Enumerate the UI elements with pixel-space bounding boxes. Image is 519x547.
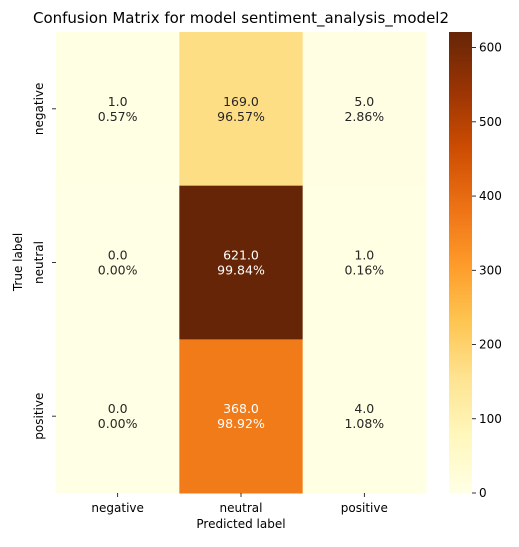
cell-count-label: 1.0 [108,94,128,109]
heatmap-cell [179,339,304,494]
y-axis-label: True label [11,233,25,292]
y-tick-label: neutral [32,241,46,284]
colorbar-tick-label: 300 [479,263,502,277]
cell-percent-label: 0.57% [98,109,138,124]
colorbar-gradient [449,32,472,493]
cell-count-label: 0.0 [108,248,128,263]
heatmap-cells [56,32,427,494]
cell-percent-label: 0.00% [98,416,138,431]
y-tick-label: negative [32,83,46,135]
cell-percent-label: 99.84% [217,263,265,278]
cell-count-label: 4.0 [354,401,374,416]
x-axis: negative neutral positive [91,493,388,515]
cell-percent-label: 0.16% [344,263,384,278]
colorbar: 0 100 200 300 400 500 600 [449,32,502,500]
heatmap-cell [302,185,427,340]
colorbar-tick-label: 100 [479,412,502,426]
colorbar-tick-label: 0 [479,486,487,500]
y-tick-label: positive [32,393,46,440]
colorbar-tick-label: 200 [479,338,502,352]
heatmap-cell [179,185,304,340]
x-tick-label: positive [341,501,388,515]
cell-count-label: 621.0 [223,248,259,263]
cell-annotations: 1.00.57%169.096.57%5.02.86%0.00.00%621.0… [98,94,384,431]
x-tick-label: neutral [220,501,263,515]
heatmap-cell [302,339,427,494]
colorbar-tick-label: 600 [479,41,502,55]
cell-count-label: 1.0 [354,248,374,263]
x-tick-label: negative [91,501,143,515]
cell-count-label: 368.0 [223,401,259,416]
cell-count-label: 169.0 [223,94,259,109]
x-axis-label: Predicted label [196,517,285,531]
cell-count-label: 0.0 [108,401,128,416]
cell-percent-label: 96.57% [217,109,265,124]
cell-percent-label: 0.00% [98,263,138,278]
heatmap-cell [56,32,180,187]
colorbar-tick-label: 500 [479,115,502,129]
heatmap-cell [179,32,304,187]
heatmap-cell [302,32,427,187]
heatmap-cell [56,339,180,494]
cell-count-label: 5.0 [354,94,374,109]
colorbar-ticks: 0 100 200 300 400 500 600 [472,41,502,500]
colorbar-tick-label: 400 [479,189,502,203]
cell-percent-label: 2.86% [344,109,384,124]
y-axis: negative neutral positive [32,83,56,440]
cell-percent-label: 1.08% [344,416,384,431]
cell-percent-label: 98.92% [217,416,265,431]
chart-title: Confusion Matrix for model sentiment_ana… [33,9,449,28]
heatmap-cell [56,185,180,340]
